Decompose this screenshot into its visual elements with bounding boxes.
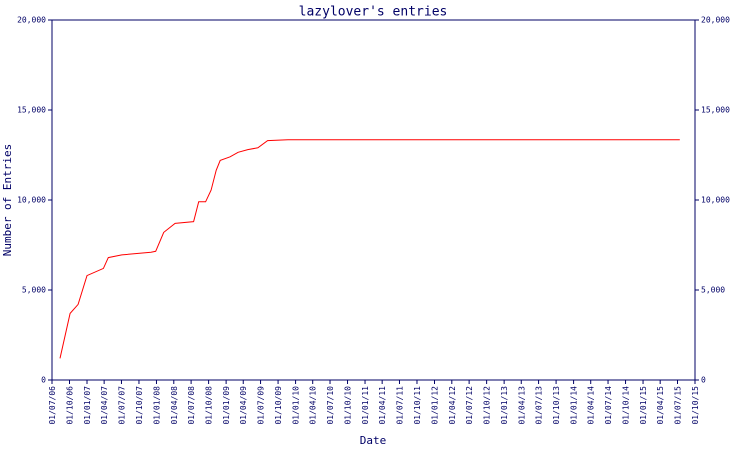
x-tick-label: 01/04/09 [239, 386, 248, 425]
y2-tick-label: 10,000 [701, 196, 730, 205]
x-tick-label: 01/01/10 [292, 386, 301, 425]
y-tick-label: 5,000 [22, 286, 46, 295]
x-tick-label: 01/04/15 [656, 386, 665, 425]
x-tick-label: 01/01/13 [500, 386, 509, 425]
x-tick-label: 01/10/10 [344, 386, 353, 425]
x-tick-label: 01/07/07 [117, 386, 126, 425]
x-tick-label: 01/10/06 [66, 386, 75, 425]
x-tick-label: 01/04/11 [378, 386, 387, 425]
line [59, 139, 680, 359]
x-tick-label: 01/07/13 [535, 386, 544, 425]
y-tick-label: 10,000 [17, 196, 46, 205]
x-tick-label: 01/04/10 [309, 386, 318, 425]
x-tick-label: 01/01/07 [83, 386, 92, 425]
x-tick-label: 01/07/11 [395, 386, 404, 425]
x-tick-label: 01/10/11 [413, 386, 422, 425]
x-tick-label: 01/01/08 [152, 386, 161, 425]
y-tick-label: 20,000 [17, 16, 46, 25]
x-tick-label: 01/07/14 [604, 386, 613, 425]
y-tick-label: 15,000 [17, 106, 46, 115]
x-tick-label: 01/01/09 [222, 386, 231, 425]
x-tick-label: 01/07/06 [48, 386, 57, 425]
x-tick-label: 01/10/13 [552, 386, 561, 425]
x-tick-label: 01/10/15 [691, 386, 700, 425]
x-tick-label: 01/01/11 [361, 386, 370, 425]
x-tick-label: 01/10/09 [274, 386, 283, 425]
x-tick-label: 01/04/12 [448, 386, 457, 425]
x-tick-label: 01/10/12 [483, 386, 492, 425]
x-tick-label: 01/04/14 [587, 386, 596, 425]
x-tick-label: 01/07/08 [187, 386, 196, 425]
x-axis-label: Date [360, 434, 387, 447]
y2-tick-label: 20,000 [701, 16, 730, 25]
x-tick-label: 01/04/13 [517, 386, 526, 425]
x-tick-label: 01/04/08 [170, 386, 179, 425]
y2-tick-label: 15,000 [701, 106, 730, 115]
x-tick-label: 01/07/09 [257, 386, 266, 425]
x-tick-label: 01/07/15 [673, 386, 682, 425]
x-tick-label: 01/01/12 [430, 386, 439, 425]
x-tick-label: 01/07/10 [326, 386, 335, 425]
y-axis-label: Number of Entries [1, 144, 14, 257]
x-tick-label: 01/04/07 [100, 386, 109, 425]
x-tick-label: 01/07/12 [465, 386, 474, 425]
chart-title: lazylover's entries [299, 5, 448, 20]
y2-tick-label: 0 [701, 376, 706, 385]
plot-frame [51, 19, 696, 381]
y-tick-label: 0 [41, 376, 46, 385]
x-tick-label: 01/10/08 [205, 386, 214, 425]
x-tick-label: 01/10/07 [135, 386, 144, 425]
x-tick-label: 01/01/15 [639, 386, 648, 425]
y2-tick-label: 5,000 [701, 286, 725, 295]
x-tick-label: 01/10/14 [622, 386, 631, 425]
x-tick-label: 01/01/14 [570, 386, 579, 425]
